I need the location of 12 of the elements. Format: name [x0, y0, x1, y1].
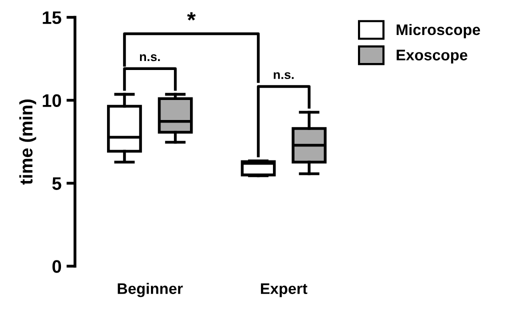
x-tick-label: Beginner: [118, 282, 183, 298]
legend-label: Microscope: [396, 24, 480, 38]
legend-label: Exoscope: [396, 50, 468, 64]
y-tick-label: 5: [52, 177, 62, 190]
y-tick-label: 10: [42, 94, 62, 107]
x-tick-label: Expert: [260, 283, 308, 298]
annotation: n.s.: [140, 54, 160, 62]
y-tick-label: 0: [52, 260, 62, 273]
annotation: n.s.: [274, 72, 294, 80]
annotation: *: [187, 12, 196, 20]
y-axis-title: time (min): [19, 100, 36, 185]
y-tick-label: 15: [42, 11, 62, 24]
